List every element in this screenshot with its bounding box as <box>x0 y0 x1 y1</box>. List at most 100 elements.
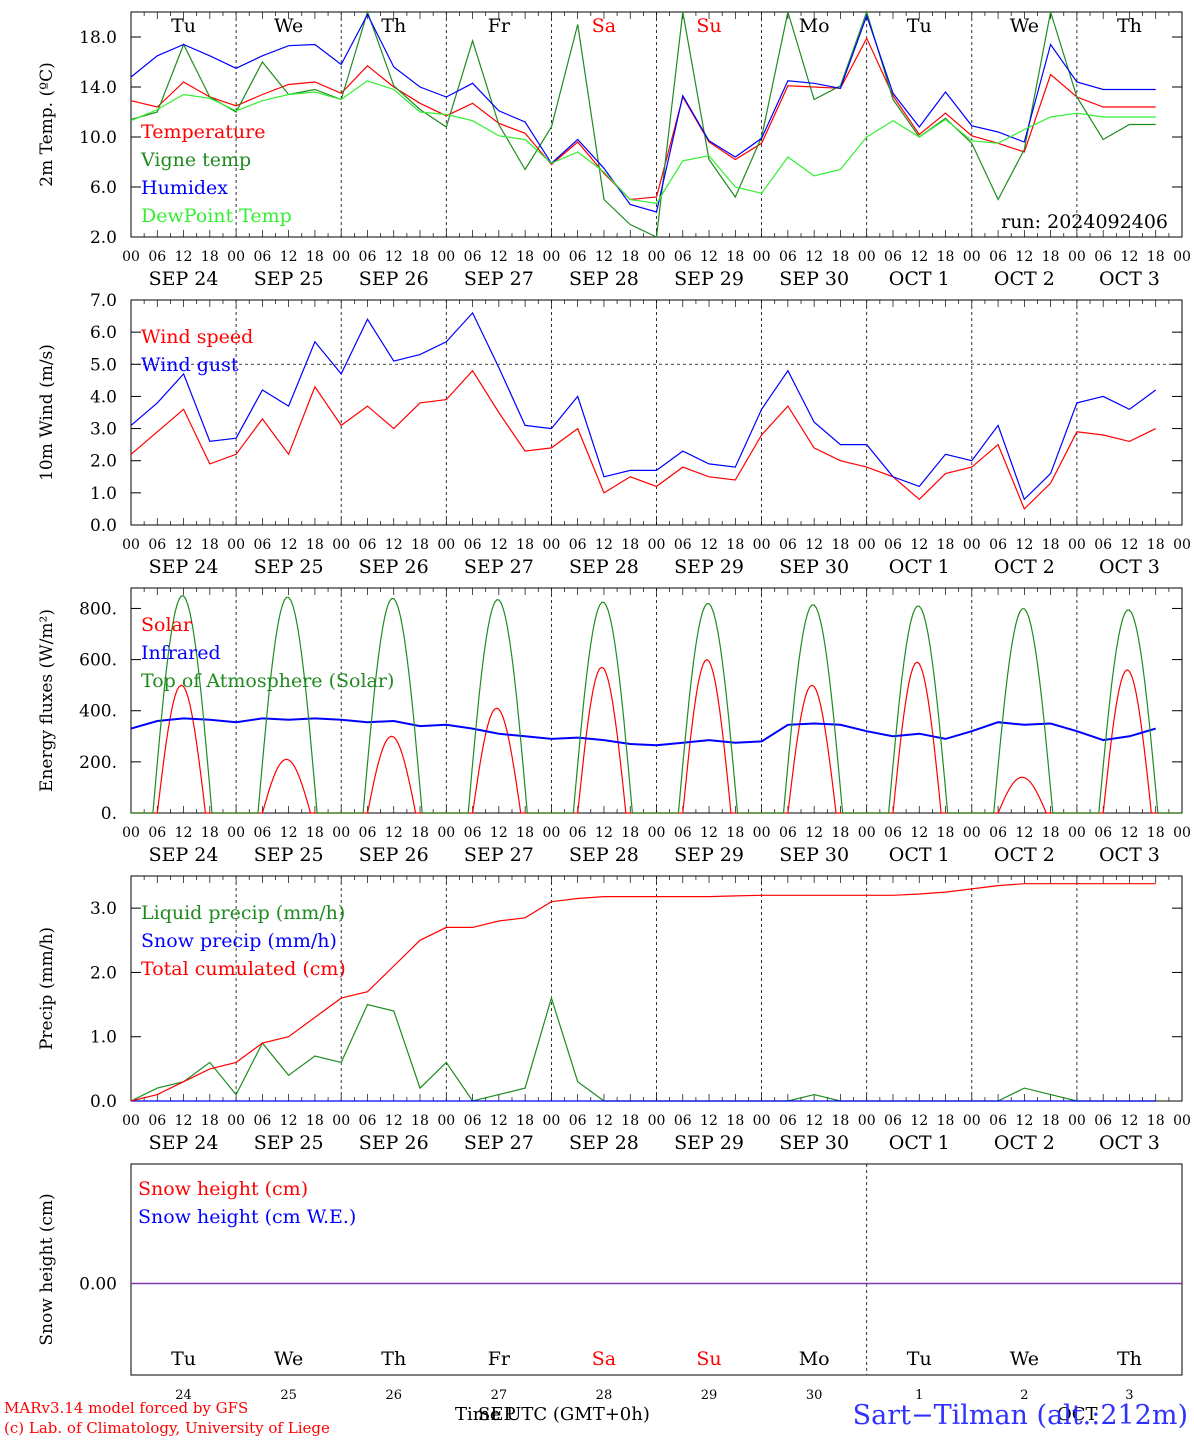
hour-label: 12 <box>1121 249 1139 265</box>
hour-label: 06 <box>253 1113 271 1129</box>
weekday-label: Su <box>696 15 721 37</box>
hour-label: 18 <box>1042 537 1060 553</box>
hour-label: 00 <box>122 537 140 553</box>
hour-label: 12 <box>1121 537 1139 553</box>
hour-label: 00 <box>1068 537 1086 553</box>
bottom-weekday-label: Mo <box>799 1348 830 1370</box>
hour-label: 06 <box>569 537 587 553</box>
bottom-date-label: 30 <box>806 1388 823 1403</box>
hour-label: 00 <box>963 537 981 553</box>
hour-label: 00 <box>1173 825 1191 841</box>
hour-label: 18 <box>201 537 219 553</box>
weekday-label: We <box>1010 15 1039 37</box>
y-tick-label: 6.0 <box>90 178 117 198</box>
bottom-date-label: 1 <box>915 1388 923 1403</box>
hour-label: 00 <box>648 1113 666 1129</box>
legend-entry: Total cumulated (cm) <box>141 958 346 980</box>
series-line-0 <box>130 36 1156 201</box>
y-tick-label: 2.0 <box>90 452 117 472</box>
date-label: OCT 1 <box>889 556 950 578</box>
hour-label: 12 <box>490 537 508 553</box>
panel-3 <box>130 587 1183 814</box>
hour-label: 06 <box>464 1113 482 1129</box>
hour-label: 12 <box>490 1113 508 1129</box>
bottom-weekday-label: Sa <box>592 1348 616 1370</box>
hour-label: 00 <box>858 537 876 553</box>
hour-label: 00 <box>648 825 666 841</box>
oct-month-label: OCT <box>1057 1404 1098 1425</box>
hour-label: 06 <box>884 537 902 553</box>
hour-label: 12 <box>910 537 928 553</box>
date-label: SEP 25 <box>254 556 324 578</box>
legend-entry: Solar <box>141 614 193 636</box>
hour-label: 06 <box>148 249 166 265</box>
hour-label: 18 <box>201 249 219 265</box>
bottom-weekday-label: Su <box>696 1348 721 1370</box>
date-label: OCT 2 <box>994 556 1055 578</box>
bottom-date-label: 28 <box>596 1388 613 1403</box>
hour-label: 18 <box>621 825 639 841</box>
hour-label: 12 <box>280 825 298 841</box>
y-tick-label: 4.0 <box>90 387 117 407</box>
run-annotation: run: 2024092406 <box>1001 211 1168 233</box>
hour-label: 18 <box>411 825 429 841</box>
hour-label: 00 <box>227 249 245 265</box>
hour-label: 12 <box>1121 1113 1139 1129</box>
hour-label: 18 <box>726 537 744 553</box>
hour-label: 18 <box>832 825 850 841</box>
hour-label: 00 <box>122 249 140 265</box>
hour-label: 00 <box>122 825 140 841</box>
hour-label: 06 <box>253 825 271 841</box>
hour-label: 18 <box>621 249 639 265</box>
legend-entry: Temperature <box>141 121 265 143</box>
date-label: OCT 3 <box>1099 1132 1160 1154</box>
date-label: SEP 27 <box>464 1132 534 1154</box>
weekday-label: We <box>274 15 303 37</box>
y-tick-label: 800. <box>79 599 117 619</box>
hour-label: 06 <box>359 249 377 265</box>
hour-label: 00 <box>227 537 245 553</box>
hour-label: 18 <box>726 249 744 265</box>
hour-label: 00 <box>227 1113 245 1129</box>
hour-label: 06 <box>989 825 1007 841</box>
hour-label: 06 <box>779 825 797 841</box>
y-axis-label: Snow height (cm) <box>37 1193 57 1345</box>
legend-entry: Infrared <box>141 642 221 664</box>
legend-entry: Wind speed <box>141 326 253 348</box>
date-label: SEP 26 <box>359 268 429 290</box>
date-label: OCT 1 <box>889 1132 950 1154</box>
date-label: OCT 3 <box>1099 268 1160 290</box>
hour-label: 06 <box>464 249 482 265</box>
hour-label: 00 <box>1068 1113 1086 1129</box>
series-line-2 <box>130 13 1156 213</box>
series-line-2 <box>131 595 1182 814</box>
hour-label: 12 <box>490 249 508 265</box>
hour-label: 00 <box>437 825 455 841</box>
hour-label: 18 <box>1042 249 1060 265</box>
hour-label: 18 <box>937 537 955 553</box>
date-label: SEP 28 <box>569 556 639 578</box>
hour-label: 00 <box>858 249 876 265</box>
y-axis-label: 2m Temp. (ºC) <box>37 62 57 187</box>
bottom-weekday-label: Tu <box>907 1348 932 1370</box>
date-label: SEP 28 <box>569 844 639 866</box>
hour-label: 00 <box>227 825 245 841</box>
hour-label: 18 <box>1147 1113 1165 1129</box>
hour-label: 18 <box>937 1113 955 1129</box>
date-label: SEP 24 <box>149 268 219 290</box>
hour-label: 18 <box>516 249 534 265</box>
series-line-1 <box>130 311 1157 501</box>
legend-entry: DewPoint Temp <box>141 205 292 227</box>
hour-label: 12 <box>175 249 193 265</box>
bottom-weekday-label: Th <box>1117 1348 1142 1370</box>
hour-label: 18 <box>621 1113 639 1129</box>
date-label: SEP 24 <box>149 1132 219 1154</box>
weekday-label: Tu <box>171 15 196 37</box>
hour-label: 06 <box>779 537 797 553</box>
y-tick-label: 2.0 <box>90 228 117 248</box>
y-tick-label: 400. <box>79 702 117 722</box>
hour-label: 18 <box>516 537 534 553</box>
hour-label: 06 <box>253 537 271 553</box>
date-label: SEP 24 <box>149 844 219 866</box>
hour-label: 00 <box>1068 249 1086 265</box>
